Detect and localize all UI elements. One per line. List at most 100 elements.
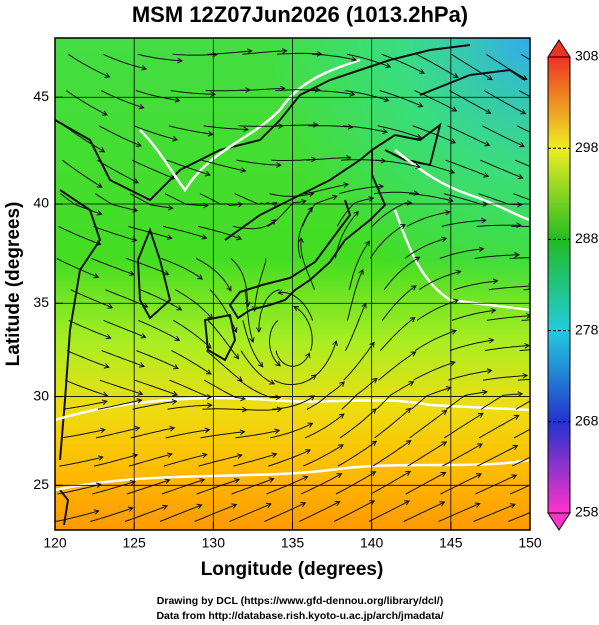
stream-arrow: [205, 369, 212, 375]
streamline: [521, 319, 530, 321]
streamline: [63, 400, 108, 410]
stream-arrow: [293, 305, 300, 312]
stream-arrow: [236, 234, 243, 241]
y-tick-label: 30: [33, 387, 49, 403]
streamline: [370, 470, 411, 495]
streamline: [138, 319, 180, 341]
streamline: [198, 454, 242, 467]
streamline: [233, 453, 277, 467]
stream-arrow: [103, 363, 110, 369]
streamline: [171, 350, 212, 375]
streamline: [302, 444, 344, 467]
stream-arrow: [174, 97, 181, 103]
stream-arrow: [369, 500, 376, 506]
streamline: [232, 219, 276, 230]
streamline: [339, 408, 377, 439]
streamline: [197, 225, 242, 240]
stream-arrow: [316, 50, 323, 57]
stream-arrow: [269, 379, 276, 385]
streamline: [336, 197, 374, 227]
streamline: [166, 159, 211, 176]
streamline: [124, 505, 168, 522]
streamline: [300, 238, 315, 290]
x-tick-label: 150: [518, 535, 542, 551]
stream-arrow: [305, 352, 311, 359]
streamline: [478, 414, 520, 439]
streamline: [235, 429, 280, 439]
stream-arrow: [339, 381, 345, 387]
streamline: [486, 315, 530, 321]
colorbar-tick-label: 278: [575, 321, 599, 337]
streamline: [488, 285, 530, 291]
stream-arrow: [300, 502, 307, 508]
streamline: [132, 400, 177, 410]
streamline: [337, 440, 377, 467]
streamline: [240, 350, 275, 385]
streamline: [205, 350, 243, 382]
kuril-coast: [419, 68, 526, 96]
stream-arrow: [418, 68, 425, 74]
stream-arrow: [307, 422, 314, 428]
stream-arrow: [164, 478, 171, 484]
stream-arrow: [336, 473, 343, 479]
streamline: [264, 502, 306, 522]
stream-arrow: [405, 470, 412, 476]
streamline: [174, 289, 213, 320]
y-tick-label: 40: [33, 195, 49, 211]
streamline: [476, 224, 521, 227]
streamline: [381, 285, 417, 321]
streamline: [438, 503, 480, 522]
stream-arrow: [413, 190, 420, 197]
streamline: [58, 225, 101, 245]
stream-arrow: [488, 337, 495, 344]
streamline: [95, 427, 140, 439]
title: MSM 12Z07Jun2026 (1013.2hPa): [132, 2, 468, 27]
streamline: [209, 289, 237, 333]
stream-arrow: [475, 473, 482, 479]
stream-arrow: [127, 506, 134, 512]
streamline: [348, 241, 370, 290]
stream-arrow: [201, 452, 208, 459]
streamline: [404, 237, 447, 259]
stream-arrow: [207, 313, 213, 320]
streamline: [380, 317, 416, 351]
stream-arrow: [347, 123, 354, 130]
streamline: [445, 391, 487, 410]
stream-arrow: [309, 395, 316, 401]
streamline: [195, 257, 232, 292]
map-field: [55, 38, 530, 530]
stream-arrow: [249, 337, 255, 344]
stream-arrow: [447, 197, 454, 203]
stream-arrow: [169, 425, 176, 432]
stream-arrow: [142, 302, 149, 308]
streamline: [93, 454, 138, 467]
streamline: [483, 90, 526, 115]
streamline: [509, 257, 530, 259]
isotherms: [55, 58, 530, 492]
isotherm: [55, 458, 530, 492]
stream-arrow: [205, 343, 212, 349]
streamline: [275, 89, 320, 91]
streamline: [66, 350, 109, 368]
stream-arrow: [410, 285, 417, 291]
stream-arrow: [383, 96, 390, 103]
streamline: [411, 387, 451, 410]
streamline: [196, 479, 240, 495]
stream-arrow: [371, 377, 378, 384]
stream-arrow: [240, 167, 247, 173]
streamline: [268, 449, 311, 467]
stream-arrow: [95, 240, 102, 246]
streamline: [412, 125, 456, 144]
streamline: [375, 159, 421, 168]
stream-arrow: [172, 136, 179, 142]
streamline: [485, 53, 528, 80]
stream-arrow: [281, 48, 288, 54]
stream-arrow: [274, 428, 281, 435]
stream-arrow: [163, 270, 170, 276]
streamline: [173, 319, 212, 349]
stream-arrow: [399, 224, 406, 230]
streamline: [59, 456, 103, 467]
stream-arrow: [483, 172, 490, 178]
streamline: [95, 193, 138, 212]
